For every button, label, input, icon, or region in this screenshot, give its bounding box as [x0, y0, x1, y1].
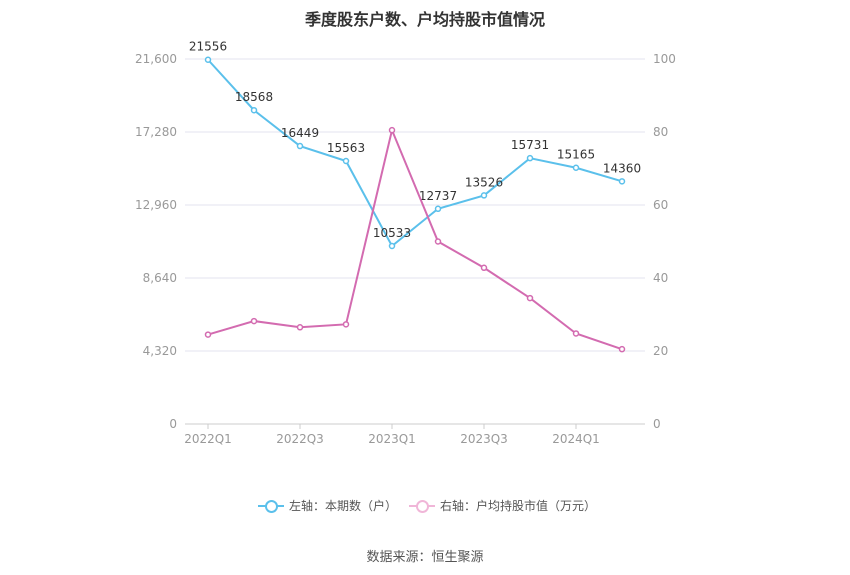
- data-point-right: [434, 238, 442, 245]
- data-point-right: [526, 294, 534, 302]
- data-point-right: [618, 345, 626, 353]
- left-axis-tick-label: 12,960: [135, 198, 177, 212]
- x-axis-tick-label: 2022Q3: [276, 432, 324, 446]
- data-point-right: [204, 331, 212, 338]
- x-axis-tick-label: 2024Q1: [552, 432, 600, 446]
- data-label: 13526: [465, 175, 503, 189]
- data-label: 21556: [189, 40, 227, 54]
- data-point-left: [480, 192, 488, 199]
- legend-left-marker-icon: [258, 499, 284, 513]
- data-point-left: [250, 106, 258, 114]
- right-axis-tick-label: 20: [653, 344, 668, 358]
- legend-right-series[interactable]: 右轴：户均持股市值（万元）: [409, 497, 596, 514]
- data-label: 12737: [419, 189, 457, 203]
- data-point-left: [204, 56, 212, 63]
- right-axis-tick-label: 80: [653, 125, 668, 139]
- legend-right-marker-icon: [409, 499, 435, 513]
- left-axis-tick-label: 0: [169, 417, 177, 431]
- data-label: 15165: [557, 148, 595, 162]
- series-line-left: [207, 59, 623, 248]
- data-point-left: [296, 142, 304, 150]
- data-point-right: [480, 264, 488, 272]
- series-line-right: [207, 126, 623, 351]
- x-axis-tick-label: 2023Q1: [368, 432, 416, 446]
- legend-left-series[interactable]: 左轴：本期数（户）: [258, 497, 397, 514]
- data-point-left: [572, 164, 580, 171]
- chart-title: 季度股东户数、户均持股市值情况: [304, 10, 545, 29]
- left-axis-tick-label: 4,320: [143, 344, 177, 358]
- data-source: 数据来源：恒生聚源: [366, 550, 484, 565]
- data-point-right: [250, 317, 258, 325]
- left-axis-tick-label: 21,600: [135, 52, 177, 66]
- data-point-right: [572, 330, 580, 337]
- data-point-right: [342, 321, 350, 328]
- data-point-left: [434, 205, 442, 213]
- legend-right-label: 右轴：户均持股市值（万元）: [440, 499, 597, 513]
- data-point-left: [618, 178, 626, 185]
- data-label: 14360: [603, 161, 641, 175]
- x-axis-tick-label: 2022Q1: [184, 432, 232, 446]
- data-point-left: [388, 242, 396, 250]
- data-point-left: [342, 157, 350, 165]
- data-point-right: [296, 324, 304, 331]
- data-label: 10533: [373, 226, 411, 240]
- legend-left-label: 左轴：本期数（户）: [289, 499, 398, 513]
- data-point-left: [526, 154, 534, 162]
- data-label: 18568: [235, 90, 273, 104]
- data-label: 16449: [281, 126, 319, 140]
- right-axis-tick-label: 100: [653, 52, 676, 66]
- data-label: 15731: [511, 138, 549, 152]
- left-axis-tick-label: 17,280: [135, 125, 177, 139]
- left-axis-tick-label: 8,640: [143, 271, 177, 285]
- data-point-right: [388, 126, 396, 134]
- right-axis-tick-label: 0: [653, 417, 661, 431]
- right-axis-tick-label: 40: [653, 271, 668, 285]
- data-label: 15563: [327, 141, 365, 155]
- x-axis-tick-label: 2023Q3: [460, 432, 508, 446]
- right-axis-tick-label: 60: [653, 198, 668, 212]
